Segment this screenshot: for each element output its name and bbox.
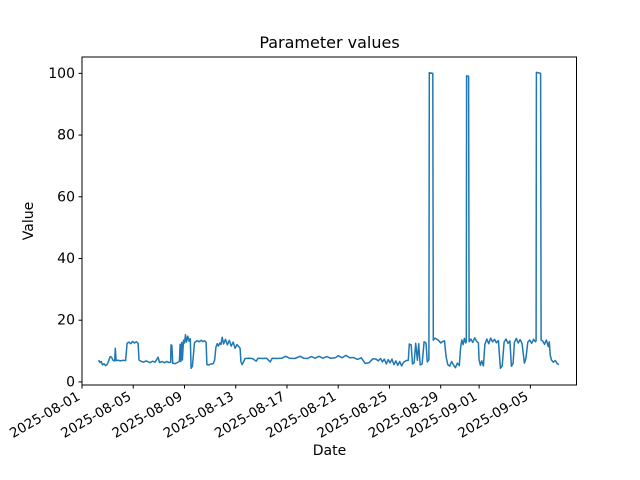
y-tick-label: 40 [57,251,75,267]
x-axis-label: Date [312,443,347,459]
chart-title: Parameter values [259,33,400,52]
y-tick-label: 80 [57,128,75,144]
data-line [98,71,560,370]
axes-border [81,56,577,386]
y-tick-label: 100 [48,66,75,82]
y-tick-label: 60 [57,189,75,205]
y-tick-label: 0 [66,374,75,390]
y-tick-label: 20 [57,313,75,329]
